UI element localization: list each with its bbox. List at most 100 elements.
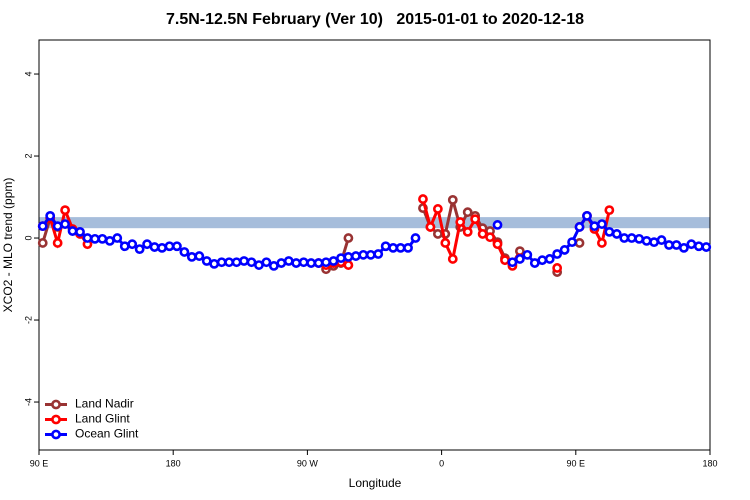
- point: [336, 253, 346, 264]
- point: [552, 263, 563, 273]
- point: [306, 258, 317, 268]
- point: [567, 237, 577, 248]
- point: [298, 257, 309, 268]
- point: [246, 257, 257, 268]
- reference-band: [39, 217, 710, 229]
- legend-label: Land Glint: [75, 412, 130, 426]
- point: [477, 229, 488, 239]
- point: [90, 233, 100, 244]
- point: [343, 251, 354, 262]
- point: [403, 242, 413, 253]
- point: [60, 205, 70, 216]
- point: [686, 239, 697, 250]
- point: [142, 239, 153, 250]
- point: [328, 256, 339, 266]
- point: [544, 254, 555, 264]
- point: [37, 221, 48, 232]
- point: [432, 204, 443, 214]
- y-axis-label: XCO2 - MLO trend (ppm): [1, 178, 15, 313]
- point: [626, 233, 637, 243]
- point: [321, 257, 331, 268]
- point: [574, 222, 585, 232]
- point: [224, 257, 235, 268]
- legend-label: Land Nadir: [75, 397, 134, 411]
- point: [440, 238, 451, 248]
- point: [582, 210, 592, 221]
- point: [45, 210, 56, 221]
- point: [343, 233, 354, 243]
- point: [186, 251, 197, 262]
- point: [358, 249, 369, 260]
- point: [596, 238, 607, 248]
- y-tick-label: 2: [23, 154, 33, 159]
- point: [596, 219, 607, 229]
- point: [410, 233, 421, 243]
- point: [82, 233, 93, 243]
- point: [194, 251, 205, 261]
- point: [164, 241, 175, 252]
- point: [373, 249, 384, 259]
- point: [485, 232, 495, 243]
- point: [425, 222, 436, 232]
- point: [432, 229, 443, 239]
- point: [492, 220, 503, 230]
- point: [268, 261, 279, 271]
- point: [149, 242, 160, 252]
- point: [589, 221, 600, 232]
- point: [127, 239, 138, 250]
- point: [157, 242, 167, 253]
- point: [60, 219, 70, 229]
- point: [529, 258, 540, 268]
- point: [574, 238, 585, 248]
- point: [119, 241, 130, 252]
- point: [671, 240, 682, 250]
- point: [179, 247, 190, 257]
- x-axis-label: Longitude: [349, 476, 402, 490]
- point: [112, 233, 123, 243]
- legend-marker: [51, 414, 61, 425]
- point: [641, 235, 652, 246]
- point: [291, 258, 302, 268]
- point: [455, 217, 466, 227]
- point: [313, 258, 324, 268]
- point: [172, 241, 182, 252]
- y-tick-label: 0: [23, 236, 33, 241]
- point: [134, 244, 145, 254]
- point: [604, 226, 615, 237]
- point: [216, 257, 227, 268]
- point: [388, 242, 399, 253]
- point: [395, 242, 406, 253]
- x-tick-label: 90 W: [297, 458, 319, 468]
- legend-marker: [51, 399, 61, 410]
- x-tick-label: 90 E: [567, 458, 586, 468]
- point: [649, 237, 659, 248]
- point: [462, 207, 473, 218]
- point: [656, 235, 667, 245]
- point: [52, 221, 63, 232]
- point: [470, 214, 481, 225]
- x-tick-label: 180: [166, 458, 181, 468]
- point: [52, 238, 63, 248]
- point: [447, 254, 458, 264]
- point: [559, 245, 570, 255]
- point: [500, 255, 510, 266]
- point: [104, 235, 115, 246]
- point: [679, 242, 689, 253]
- point: [664, 240, 674, 250]
- chart-title: 7.5N-12.5N February (Ver 10) 2015-01-01 …: [166, 11, 584, 28]
- point: [611, 229, 622, 239]
- point: [67, 226, 78, 236]
- point: [514, 254, 525, 264]
- point: [634, 233, 645, 244]
- x-tick-label: 90 E: [30, 458, 49, 468]
- point: [522, 249, 533, 260]
- point: [619, 233, 630, 243]
- y-tick-label: -2: [23, 316, 33, 324]
- y-tick-label: 4: [23, 72, 33, 77]
- point: [701, 242, 712, 252]
- point: [507, 257, 518, 268]
- point: [231, 257, 242, 268]
- point: [254, 260, 264, 270]
- point: [201, 256, 212, 266]
